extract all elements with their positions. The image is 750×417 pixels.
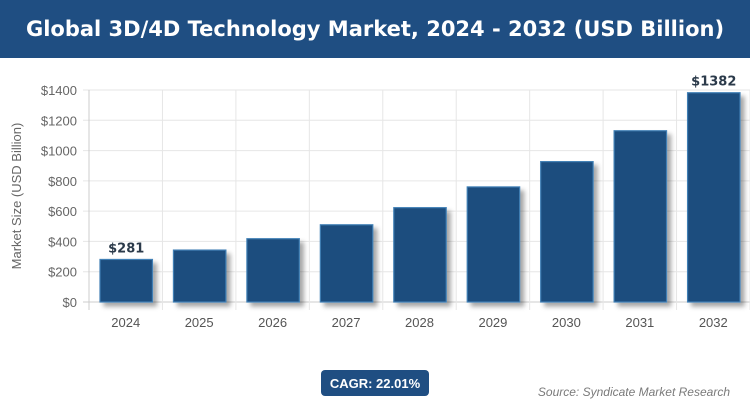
- source-note: Source: Syndicate Market Research: [537, 385, 730, 399]
- x-tick-label: 2031: [625, 315, 654, 330]
- y-tick-label: $600: [48, 204, 77, 219]
- x-tick-label: 2030: [552, 315, 581, 330]
- y-tick-label: $0: [63, 295, 77, 310]
- y-tick-label: $1000: [41, 144, 77, 159]
- x-tick-label: 2025: [185, 315, 214, 330]
- y-tick-label: $200: [48, 265, 77, 280]
- bar-2029: [466, 186, 521, 303]
- bar-2028: [393, 207, 447, 303]
- y-tick-label: $400: [48, 234, 77, 249]
- cagr-badge: CAGR: 22.01%: [321, 370, 429, 396]
- y-tick-label: $1200: [41, 113, 77, 128]
- bar-2030: [540, 161, 594, 303]
- y-axis-label: Market Size (USD Billion): [9, 123, 24, 270]
- y-tick-label: $1400: [41, 83, 77, 98]
- chart-title: Global 3D/4D Technology Market, 2024 - 2…: [0, 0, 750, 58]
- data-label: $1382: [691, 75, 736, 90]
- bar-2024: [99, 258, 154, 303]
- x-tick-label: 2027: [332, 315, 361, 330]
- x-tick-label: 2024: [111, 315, 140, 330]
- bar-chart: $0 $200 $400 $600 $800 $1000 $1200 $1400 2024 $28…: [9, 75, 750, 330]
- bar-2031: [613, 130, 668, 303]
- bar-2025: [172, 249, 227, 303]
- x-tick-label: 2032: [699, 315, 728, 330]
- x-tick-label: 2026: [258, 315, 287, 330]
- bar-2026: [246, 238, 300, 303]
- x-tick-label: 2029: [478, 315, 507, 330]
- y-tick-label: $800: [48, 174, 77, 189]
- x-tick-label: 2028: [405, 315, 434, 330]
- bar-2027: [319, 224, 374, 303]
- data-label: $281: [108, 241, 144, 256]
- bar-2032: [686, 92, 741, 303]
